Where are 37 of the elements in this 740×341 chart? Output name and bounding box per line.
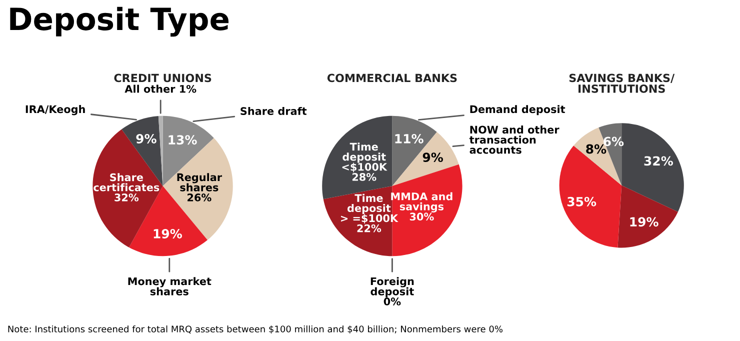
- pie-slice: [158, 116, 163, 186]
- slice-label: Time deposit <$100K: [342, 142, 388, 172]
- text: 0%: [384, 298, 401, 306]
- pie-slice: [574, 127, 622, 186]
- pie-slice: [618, 185, 678, 248]
- text: Note: Institutions screened for total MRQ assets between $100 million and $40 billion; Nonmembers were 0%: [8, 325, 503, 334]
- pie-slice: [559, 146, 622, 248]
- slice-label: Share draft: [240, 106, 307, 116]
- data-label: 19%: [630, 217, 658, 227]
- data-label: 6%: [604, 136, 624, 146]
- chart-subtitle: CREDIT UNIONS: [114, 74, 212, 82]
- slice-label: Demand deposit: [470, 105, 566, 116]
- data-label: 32%: [114, 194, 139, 202]
- slice-label: NOW and other transaction accounts: [469, 126, 560, 154]
- data-label: 13%: [168, 135, 197, 145]
- chart-subtitle: SAVINGS BANKS/ INSTITUTIONS: [569, 74, 675, 93]
- data-label: 32%: [644, 156, 673, 166]
- pie-slice: [392, 132, 459, 186]
- data-label: 22%: [357, 224, 382, 232]
- chart-title: Deposit Type: [10, 6, 229, 37]
- data-label: 8%: [586, 144, 606, 154]
- data-label: 9%: [422, 152, 443, 162]
- data-label: 35%: [567, 196, 596, 206]
- data-label: 28%: [352, 173, 376, 181]
- legend-label: Foreign deposit: [370, 277, 414, 298]
- data-label: 26%: [188, 194, 212, 202]
- slice-label: Regular shares: [177, 173, 222, 192]
- data-label: 30%: [410, 212, 434, 221]
- slice-label: MMDA and savings: [391, 192, 452, 212]
- slice-label: IRA/Keogh: [26, 105, 85, 116]
- data-label: 11%: [395, 134, 424, 144]
- slice-label: Money market shares: [128, 277, 212, 296]
- chart-subtitle: COMMERCIAL BANKS: [327, 74, 457, 82]
- slice-label: Share certificates: [94, 173, 160, 192]
- data-label: 19%: [154, 229, 182, 238]
- data-label: 9%: [136, 134, 156, 144]
- slice-label: All other 1%: [124, 84, 196, 93]
